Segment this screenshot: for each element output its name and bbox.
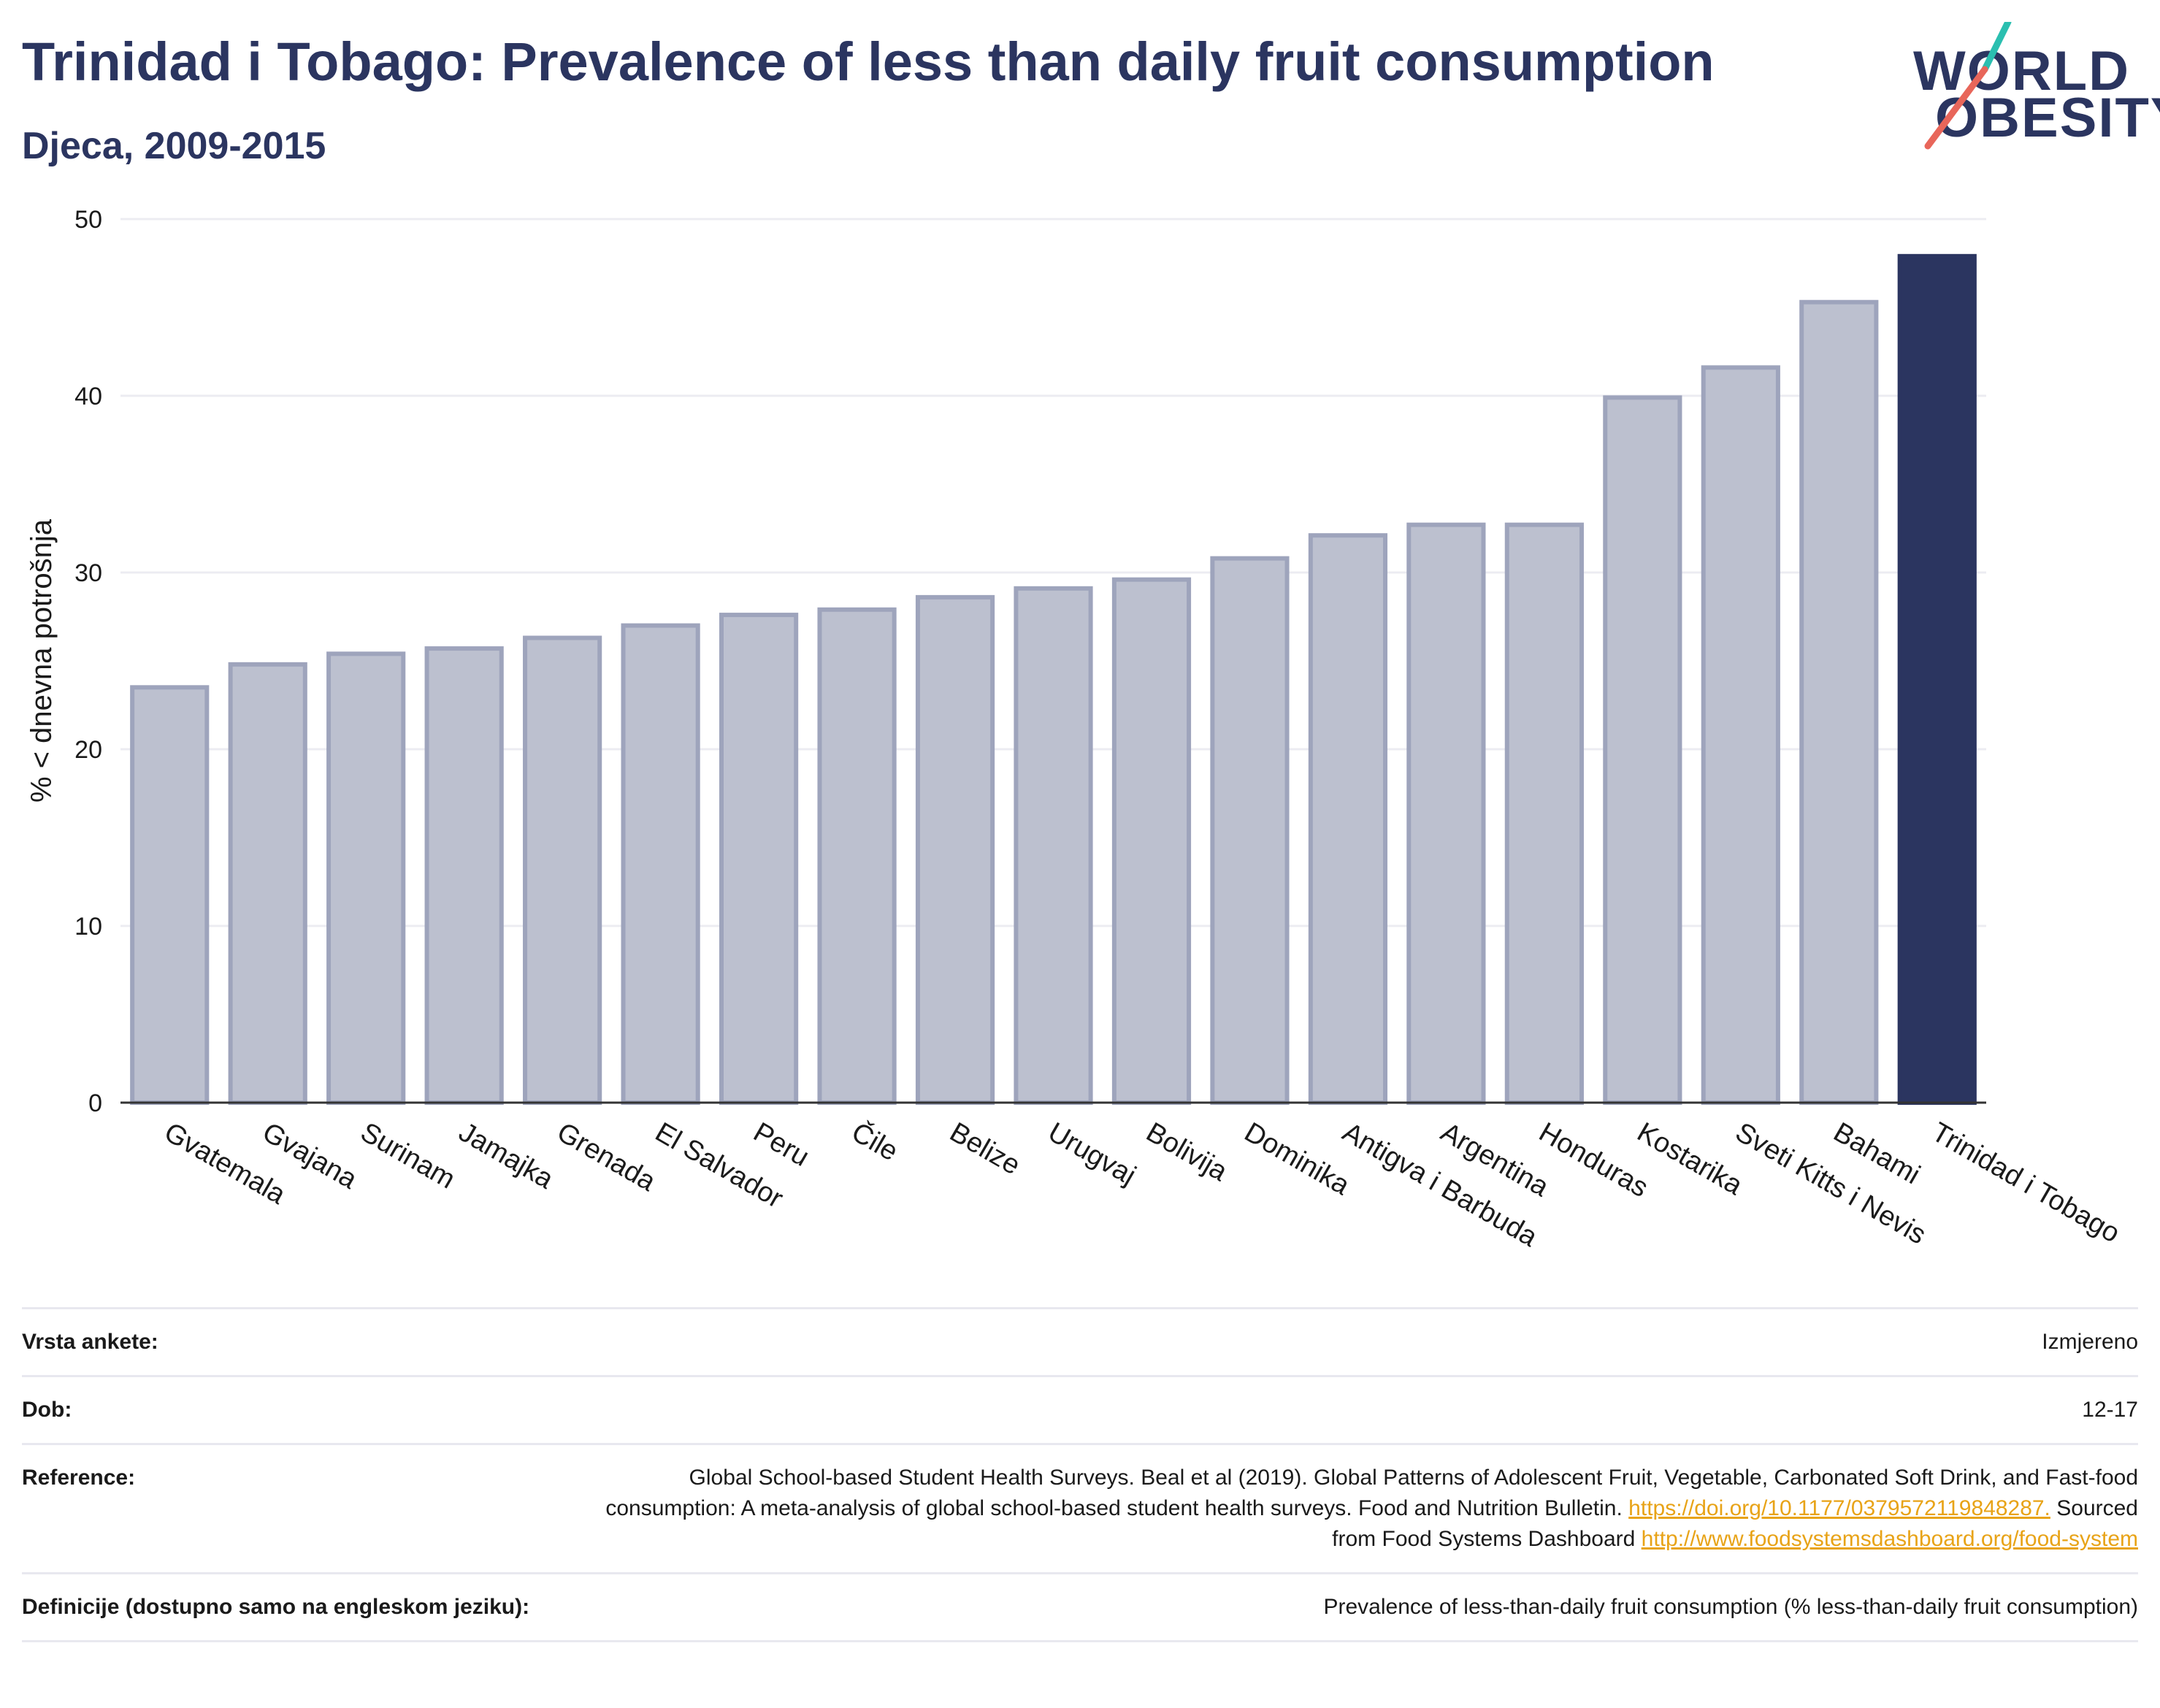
meta-key: Definicije (dostupno samo na engleskom j… — [22, 1595, 530, 1619]
y-tick-label: 0 — [88, 1089, 102, 1117]
x-tick-label: Peru — [748, 1117, 815, 1173]
chart-subtitle: Djeca, 2009-2015 — [22, 125, 326, 167]
x-tick-label: Surinam — [356, 1117, 461, 1195]
y-tick-label: 20 — [74, 736, 102, 764]
bar[interactable] — [523, 635, 602, 1105]
bar[interactable] — [228, 662, 307, 1105]
bar[interactable] — [621, 623, 700, 1105]
bar[interactable] — [1603, 395, 1682, 1106]
bar[interactable] — [1111, 577, 1192, 1105]
y-axis-ticks: 0 10 20 30 40 50 — [74, 206, 102, 1117]
meta-key: Reference: — [22, 1466, 136, 1490]
bar[interactable] — [424, 646, 504, 1105]
x-tick-label: Trinidad i Tobago — [1926, 1117, 2125, 1249]
y-tick-label: 40 — [74, 383, 102, 410]
bar[interactable] — [1308, 533, 1388, 1105]
logo-word-2: OBESITY — [1935, 87, 2160, 149]
y-tick-label: 50 — [74, 206, 102, 234]
bar[interactable] — [1014, 586, 1093, 1105]
bar[interactable] — [326, 651, 406, 1105]
bar[interactable] — [1897, 253, 1977, 1106]
bar-chart: 0 10 20 30 40 50 GvatemalaGvajanaSurinamJamaj… — [26, 206, 2125, 1254]
x-tick-label: Urugvaj — [1043, 1117, 1141, 1191]
meta-value: Global School-based Student Health Surve… — [575, 1463, 2138, 1555]
meta-value: 12-17 — [2082, 1398, 2138, 1422]
meta-value: Prevalence of less-than-daily fruit cons… — [1323, 1595, 2139, 1619]
bar[interactable] — [817, 607, 897, 1105]
x-tick-label: Honduras — [1533, 1117, 1653, 1203]
bar[interactable] — [1799, 299, 1879, 1106]
x-axis-ticks: GvatemalaGvajanaSurinamJamajkaGrenadaEl … — [159, 1116, 2125, 1254]
y-tick-label: 30 — [74, 559, 102, 587]
dashboard-link[interactable]: http://www.foodsystemsdashboard.org/food… — [1641, 1527, 2138, 1551]
x-tick-label: Čile — [846, 1116, 904, 1168]
bar[interactable] — [1504, 522, 1584, 1106]
y-tick-label: 10 — [74, 913, 102, 941]
x-tick-label: Kostarika — [1632, 1117, 1748, 1201]
bar[interactable] — [719, 613, 799, 1105]
x-tick-label: Dominika — [1239, 1117, 1355, 1201]
bar[interactable] — [915, 594, 995, 1105]
world-obesity-logo: WORLD OBESITY — [1899, 22, 2160, 153]
meta-row-age: Dob: 12-17 — [22, 1375, 2138, 1443]
meta-row-definitions: Definicije (dostupno samo na engleskom j… — [22, 1572, 2138, 1642]
meta-key: Vrsta ankete: — [22, 1330, 158, 1354]
bar[interactable] — [130, 685, 210, 1105]
y-axis-label: % < dnevna potrošnja — [26, 518, 58, 803]
logo-slash-icon — [1924, 22, 2012, 150]
meta-row-reference: Reference: Global School-based Student H… — [22, 1443, 2138, 1572]
bars — [130, 253, 1977, 1106]
meta-value: Izmjereno — [2042, 1330, 2138, 1354]
x-tick-label: Jamajka — [453, 1117, 559, 1195]
bar[interactable] — [1701, 365, 1780, 1105]
x-tick-label: Belize — [945, 1117, 1026, 1181]
x-tick-label: Bolivija — [1141, 1117, 1233, 1187]
reference-text: Global School-based Student Health Surve… — [605, 1466, 2138, 1520]
sourced-from-text: Sourced from Food Systems Dashboard — [1332, 1496, 2138, 1551]
meta-row-survey-type: Vrsta ankete: Izmjereno — [22, 1307, 2138, 1375]
meta-key: Dob: — [22, 1398, 72, 1422]
doi-link[interactable]: https://doi.org/10.1177/0379572119848287… — [1628, 1496, 2050, 1520]
bar[interactable] — [1210, 556, 1290, 1105]
logo-word-1: WORLD — [1913, 40, 2131, 102]
chart-title: Trinidad i Tobago: Prevalence of less th… — [22, 31, 1715, 92]
metadata-table: Vrsta ankete: Izmjereno Dob: 12-17 Refer… — [22, 1307, 2138, 1642]
x-tick-label: Grenada — [552, 1117, 662, 1198]
bar[interactable] — [1406, 522, 1486, 1106]
